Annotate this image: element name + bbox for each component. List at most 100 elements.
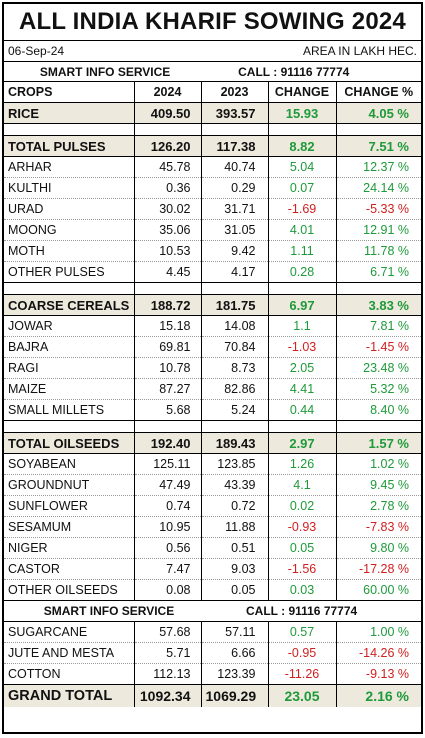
crop-name: URAD [4, 198, 135, 220]
crop-name: TOTAL PULSES [4, 135, 135, 157]
change-pct: -9.13 % [336, 663, 421, 685]
value-2023: 31.05 [201, 219, 269, 241]
crop-row: GROUNDNUT 47.49 43.39 4.1 9.45 % [4, 474, 421, 496]
value-2023: 189.43 [201, 432, 269, 454]
service-call: CALL : 91116 77774 [246, 604, 358, 618]
change-pct: -14.26 % [336, 642, 421, 664]
header-2024: 2024 [134, 82, 202, 103]
change-pct: 1.57 % [336, 432, 421, 454]
crop-name: MOONG [4, 219, 135, 241]
spacer-cell [134, 123, 202, 136]
value-2024: 47.49 [134, 474, 202, 496]
sowing-table: CROPS 2024 2023 CHANGE CHANGE % RICE 409.… [4, 82, 421, 707]
change-pct: 11.78 % [336, 240, 421, 262]
value-2024: 5.68 [134, 399, 202, 421]
spacer-cell [4, 123, 135, 136]
change-pct: 60.00 % [336, 579, 421, 601]
value-2024: 0.74 [134, 495, 202, 517]
change-pct: 2.78 % [336, 495, 421, 517]
value-2024: 125.11 [134, 453, 202, 475]
value-2023: 0.05 [201, 579, 269, 601]
header-2023: 2023 [201, 82, 269, 103]
value-2023: 181.75 [201, 294, 269, 316]
change-value: 0.02 [268, 495, 337, 517]
change-pct: 2.16 % [336, 684, 421, 707]
change-pct: 1.02 % [336, 453, 421, 475]
spacer-cell [268, 420, 337, 433]
crop-name: RAGI [4, 357, 135, 379]
value-2024: 5.71 [134, 642, 202, 664]
group-row-cereals: COARSE CEREALS 188.72 181.75 6.97 3.83 % [4, 294, 421, 316]
change-value: 4.41 [268, 378, 337, 400]
spacer-row [4, 282, 421, 295]
spacer-cell [4, 420, 135, 433]
crop-row: ARHAR 45.78 40.74 5.04 12.37 % [4, 156, 421, 178]
unit-note: AREA IN LAKH HEC. [302, 44, 417, 58]
change-value: 4.01 [268, 219, 337, 241]
spacer-cell [201, 282, 269, 295]
value-2024: 35.06 [134, 219, 202, 241]
value-2024: 0.56 [134, 537, 202, 559]
crop-row: OTHER PULSES 4.45 4.17 0.28 6.71 % [4, 261, 421, 283]
change-pct: 12.37 % [336, 156, 421, 178]
crop-name: OTHER OILSEEDS [4, 579, 135, 601]
change-value: 1.1 [268, 315, 337, 337]
value-2023: 14.08 [201, 315, 269, 337]
value-2023: 9.03 [201, 558, 269, 580]
value-2024: 57.68 [134, 621, 202, 643]
value-2023: 123.85 [201, 453, 269, 475]
spacer-row [4, 123, 421, 136]
change-value: -11.26 [268, 663, 337, 685]
header-change-pct: CHANGE % [336, 82, 421, 103]
change-value: 0.28 [268, 261, 337, 283]
crop-row: CASTOR 7.47 9.03 -1.56 -17.28 % [4, 558, 421, 580]
change-pct: 7.81 % [336, 315, 421, 337]
meta-row: 06-Sep-24 AREA IN LAKH HEC. [4, 41, 421, 62]
change-value: 1.26 [268, 453, 337, 475]
change-pct: -5.33 % [336, 198, 421, 220]
change-value: 0.44 [268, 399, 337, 421]
crop-name: NIGER [4, 537, 135, 559]
service-banner: SMART INFO SERVICE CALL : 91116 77774 [4, 62, 421, 82]
spacer-cell [336, 123, 421, 136]
value-2023: 11.88 [201, 516, 269, 538]
crop-name: RICE [4, 102, 135, 124]
change-pct: 6.71 % [336, 261, 421, 283]
spacer-cell [336, 282, 421, 295]
crop-row: SOYABEAN 125.11 123.85 1.26 1.02 % [4, 453, 421, 475]
value-2023: 4.17 [201, 261, 269, 283]
service-banner-row: SMART INFO SERVICE CALL : 91116 77774 [4, 600, 421, 622]
value-2023: 0.72 [201, 495, 269, 517]
spacer-cell [4, 282, 135, 295]
change-value: 0.03 [268, 579, 337, 601]
crop-row: RAGI 10.78 8.73 2.05 23.48 % [4, 357, 421, 379]
group-row-rice: RICE 409.50 393.57 15.93 4.05 % [4, 102, 421, 124]
crop-row: SUGARCANE 57.68 57.11 0.57 1.00 % [4, 621, 421, 643]
spacer-cell [134, 282, 202, 295]
change-pct: 9.45 % [336, 474, 421, 496]
crop-row: NIGER 0.56 0.51 0.05 9.80 % [4, 537, 421, 559]
value-2023: 6.66 [201, 642, 269, 664]
change-pct: 12.91 % [336, 219, 421, 241]
change-value: 0.57 [268, 621, 337, 643]
spacer-cell [201, 123, 269, 136]
value-2023: 9.42 [201, 240, 269, 262]
service-name: SMART INFO SERVICE [43, 604, 175, 618]
crop-name: SUGARCANE [4, 621, 135, 643]
crop-row: BAJRA 69.81 70.84 -1.03 -1.45 % [4, 336, 421, 358]
value-2024: 69.81 [134, 336, 202, 358]
table-body-top: CROPS 2024 2023 CHANGE CHANGE % RICE 409.… [4, 82, 421, 707]
change-value: 0.05 [268, 537, 337, 559]
value-2024: 4.45 [134, 261, 202, 283]
change-value: 4.1 [268, 474, 337, 496]
value-2023: 70.84 [201, 336, 269, 358]
spacer-cell [268, 123, 337, 136]
value-2024: 126.20 [134, 135, 202, 157]
report-title: ALL INDIA KHARIF SOWING 2024 [4, 4, 421, 41]
change-value: 2.97 [268, 432, 337, 454]
crop-name: OTHER PULSES [4, 261, 135, 283]
crop-row: KULTHI 0.36 0.29 0.07 24.14 % [4, 177, 421, 199]
crop-name: JOWAR [4, 315, 135, 337]
crop-row: MAIZE 87.27 82.86 4.41 5.32 % [4, 378, 421, 400]
